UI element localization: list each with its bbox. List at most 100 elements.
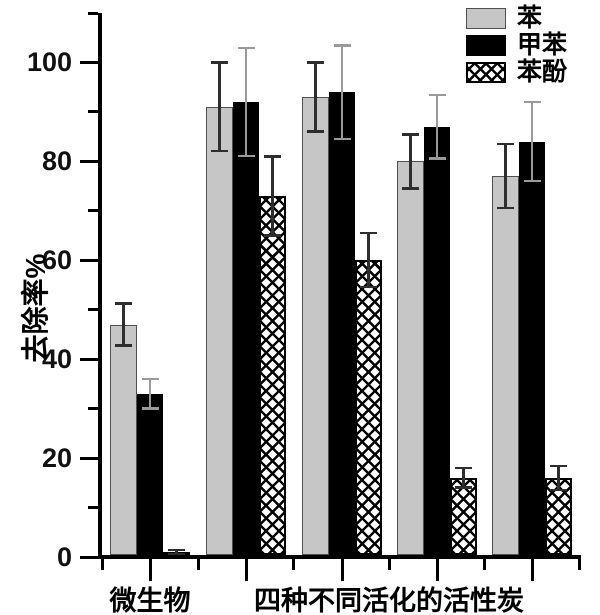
error-bar-bottom-cap xyxy=(523,179,541,183)
error-bar-top-cap xyxy=(264,155,281,158)
x-major-tick xyxy=(340,559,344,581)
y-minor-tick xyxy=(88,506,98,510)
error-bar-bottom-cap xyxy=(455,486,472,489)
y-major-tick xyxy=(80,159,98,163)
error-bar-top-cap xyxy=(307,61,324,64)
y-minor-tick xyxy=(88,308,98,312)
error-bar xyxy=(435,94,439,159)
legend-label-phenol: 苯酚 xyxy=(517,57,568,86)
x-minor-tick xyxy=(196,559,200,570)
error-bar-top-cap xyxy=(168,548,185,551)
legend-item-benzene: 苯 xyxy=(466,3,567,32)
bar-甲苯-group3 xyxy=(328,92,356,555)
error-bar-bottom-cap xyxy=(360,286,377,289)
benzene-swatch-icon xyxy=(466,7,506,29)
error-bar-bottom-cap xyxy=(237,155,255,158)
y-major-tick xyxy=(80,555,98,559)
bar-甲苯-group4 xyxy=(423,126,451,555)
x-axis-line xyxy=(98,555,581,559)
error-bar xyxy=(148,378,152,409)
x-minor-tick xyxy=(292,559,295,570)
error-bar-top-cap xyxy=(333,44,351,47)
bar-甲苯-group5 xyxy=(518,141,546,555)
error-bar-bottom-cap xyxy=(115,344,132,347)
y-tick-label: 0 xyxy=(56,541,72,572)
error-bar-bottom-cap xyxy=(168,552,185,555)
x-minor-tick xyxy=(388,559,391,570)
error-bar-bottom-cap xyxy=(141,407,159,410)
y-major-tick xyxy=(80,357,98,361)
bar-苯酚-group5 xyxy=(545,477,572,555)
bar-苯酚-group3 xyxy=(355,260,382,555)
x-major-tick xyxy=(530,559,534,581)
legend-item-phenol: 苯酚 xyxy=(466,57,568,86)
error-bar xyxy=(409,134,412,189)
error-bar-top-cap xyxy=(428,93,446,96)
bar-苯-group4 xyxy=(397,161,424,555)
error-bar-top-cap xyxy=(497,143,514,146)
y-major-tick xyxy=(80,456,98,460)
y-minor-tick xyxy=(88,407,98,411)
y-minor-tick xyxy=(88,110,98,114)
y-minor-tick xyxy=(88,209,98,213)
legend: 苯 甲苯 苯酚 xyxy=(466,3,568,87)
error-bar-bottom-cap xyxy=(307,130,324,133)
y-tick-label: 20 xyxy=(41,442,72,473)
bar-苯酚-group2 xyxy=(259,195,286,555)
error-bar-top-cap xyxy=(141,377,159,381)
error-bar xyxy=(504,144,507,209)
x-axis-label-microbe: 微生物 xyxy=(109,586,191,615)
error-bar xyxy=(367,233,370,288)
y-axis-title: 去除率% xyxy=(20,253,51,363)
bar-甲苯-group2 xyxy=(232,102,260,555)
legend-label-toluene: 甲苯 xyxy=(517,30,568,59)
y-tick-label: 60 xyxy=(41,244,72,275)
bar-苯-group2 xyxy=(206,106,233,555)
bar-苯-group3 xyxy=(302,97,329,555)
bar-苯-group5 xyxy=(492,176,519,555)
error-bar-top-cap xyxy=(115,302,132,305)
x-major-tick xyxy=(435,559,439,581)
error-bar-top-cap xyxy=(402,133,419,136)
error-bar-top-cap xyxy=(211,61,228,64)
error-bar-bottom-cap xyxy=(402,187,419,190)
error-bar-top-cap xyxy=(360,232,377,235)
error-bar-bottom-cap xyxy=(428,157,446,160)
bar-甲苯-group1 xyxy=(136,393,164,555)
error-bar xyxy=(244,47,248,157)
error-bar xyxy=(218,62,221,152)
error-bar xyxy=(175,549,178,554)
legend-label-benzene: 苯 xyxy=(517,3,543,32)
error-bar xyxy=(314,62,317,132)
y-major-tick xyxy=(80,258,98,262)
x-minor-tick xyxy=(483,559,486,570)
error-bar-top-cap xyxy=(523,101,541,104)
y-tick-label: 100 xyxy=(26,46,72,77)
y-minor-tick xyxy=(88,11,98,15)
error-bar xyxy=(530,102,534,182)
y-axis-line xyxy=(98,13,102,559)
toluene-swatch-icon xyxy=(466,34,506,56)
error-bar-bottom-cap xyxy=(550,488,567,492)
y-major-tick xyxy=(80,60,98,64)
error-bar xyxy=(340,45,344,140)
error-bar xyxy=(462,467,465,488)
error-bar xyxy=(557,465,560,491)
x-minor-tick xyxy=(100,559,104,570)
x-axis-label-activated-carbons: 四种不同活化的活性炭 xyxy=(254,586,524,615)
bar-苯酚-group4 xyxy=(450,477,477,555)
x-major-tick xyxy=(148,559,152,581)
phenol-swatch-icon xyxy=(466,61,506,83)
legend-item-toluene: 甲苯 xyxy=(466,30,568,59)
error-bar xyxy=(122,303,125,346)
x-major-tick xyxy=(244,559,248,581)
y-tick-label: 80 xyxy=(41,145,72,176)
y-tick-label: 40 xyxy=(41,343,72,374)
error-bar-top-cap xyxy=(455,466,472,470)
bar-苯-group1 xyxy=(110,324,137,555)
error-bar-bottom-cap xyxy=(497,206,514,210)
error-bar-bottom-cap xyxy=(264,234,281,237)
x-minor-tick xyxy=(578,559,581,570)
